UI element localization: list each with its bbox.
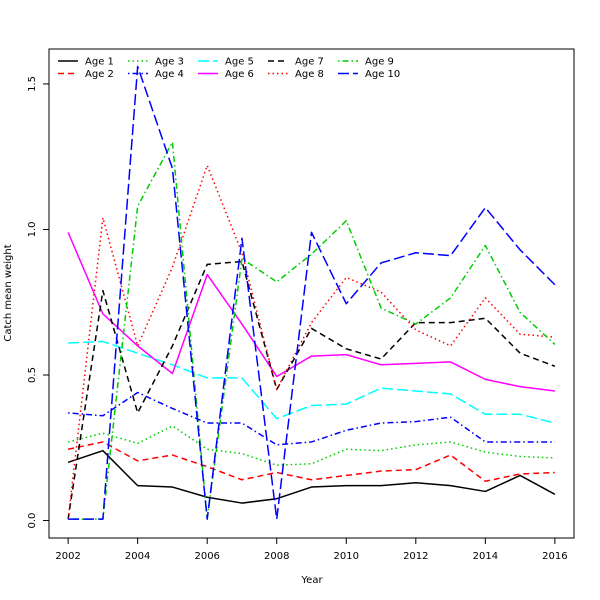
series-line-age-9 (68, 141, 556, 520)
x-axis: 2002 2004 2006 2008 2010 2012 2014 2016 (55, 538, 568, 562)
series-line-age-5 (68, 340, 556, 424)
x-tick-label: 2010 (334, 551, 359, 562)
legend-item-age-1: Age 1 (58, 57, 114, 68)
x-tick-label: 2012 (403, 551, 428, 562)
legend-item-age-9: Age 9 (338, 57, 394, 68)
series-line-age-7 (67, 260, 556, 520)
y-tick-label: 0.5 (27, 367, 38, 383)
y-axis: 0.0 0.5 1.0 1.5 (27, 76, 49, 529)
x-tick-label: 2016 (542, 551, 567, 562)
legend-label: Age 8 (295, 69, 324, 80)
x-tick-label: 2002 (55, 551, 80, 562)
legend-item-age-7: Age 7 (268, 57, 324, 68)
legend-item-age-3: Age 3 (128, 57, 184, 68)
legend-label: Age 10 (365, 69, 400, 80)
series-line-age-6 (67, 232, 555, 392)
legend-label: Age 3 (155, 57, 184, 68)
series-line-age-10 (68, 65, 556, 520)
legend-item-age-6: Age 6 (198, 69, 254, 80)
x-tick-label: 2014 (473, 551, 498, 562)
y-axis-label: Catch mean weight (3, 244, 14, 341)
plot-lines (67, 65, 556, 520)
legend-item-age-10: Age 10 (338, 69, 400, 80)
x-tick-label: 2006 (194, 551, 219, 562)
legend-label: Age 2 (85, 69, 114, 80)
x-axis-label: Year (300, 575, 323, 586)
legend-label: Age 9 (365, 57, 394, 68)
legend-label: Age 1 (85, 57, 114, 68)
legend-label: Age 6 (225, 69, 254, 80)
legend-label: Age 5 (225, 57, 254, 68)
legend-label: Age 4 (155, 69, 184, 80)
series-line-age-8 (67, 164, 555, 520)
series-line-age-4 (68, 391, 555, 446)
series-line-age-1 (67, 449, 556, 504)
legend-label: Age 7 (295, 57, 324, 68)
legend-item-age-8: Age 8 (268, 69, 324, 80)
y-tick-label: 0.0 (27, 513, 38, 529)
x-tick-label: 2004 (125, 551, 150, 562)
y-tick-label: 1.5 (27, 76, 38, 92)
y-tick-label: 1.0 (27, 222, 38, 238)
x-tick-label: 2008 (264, 551, 289, 562)
plot-box (48, 48, 575, 539)
legend-item-age-2: Age 2 (58, 69, 114, 80)
legend-item-age-5: Age 5 (198, 57, 254, 68)
series-line-age-2 (67, 441, 555, 482)
legend-item-age-4: Age 4 (128, 69, 184, 80)
